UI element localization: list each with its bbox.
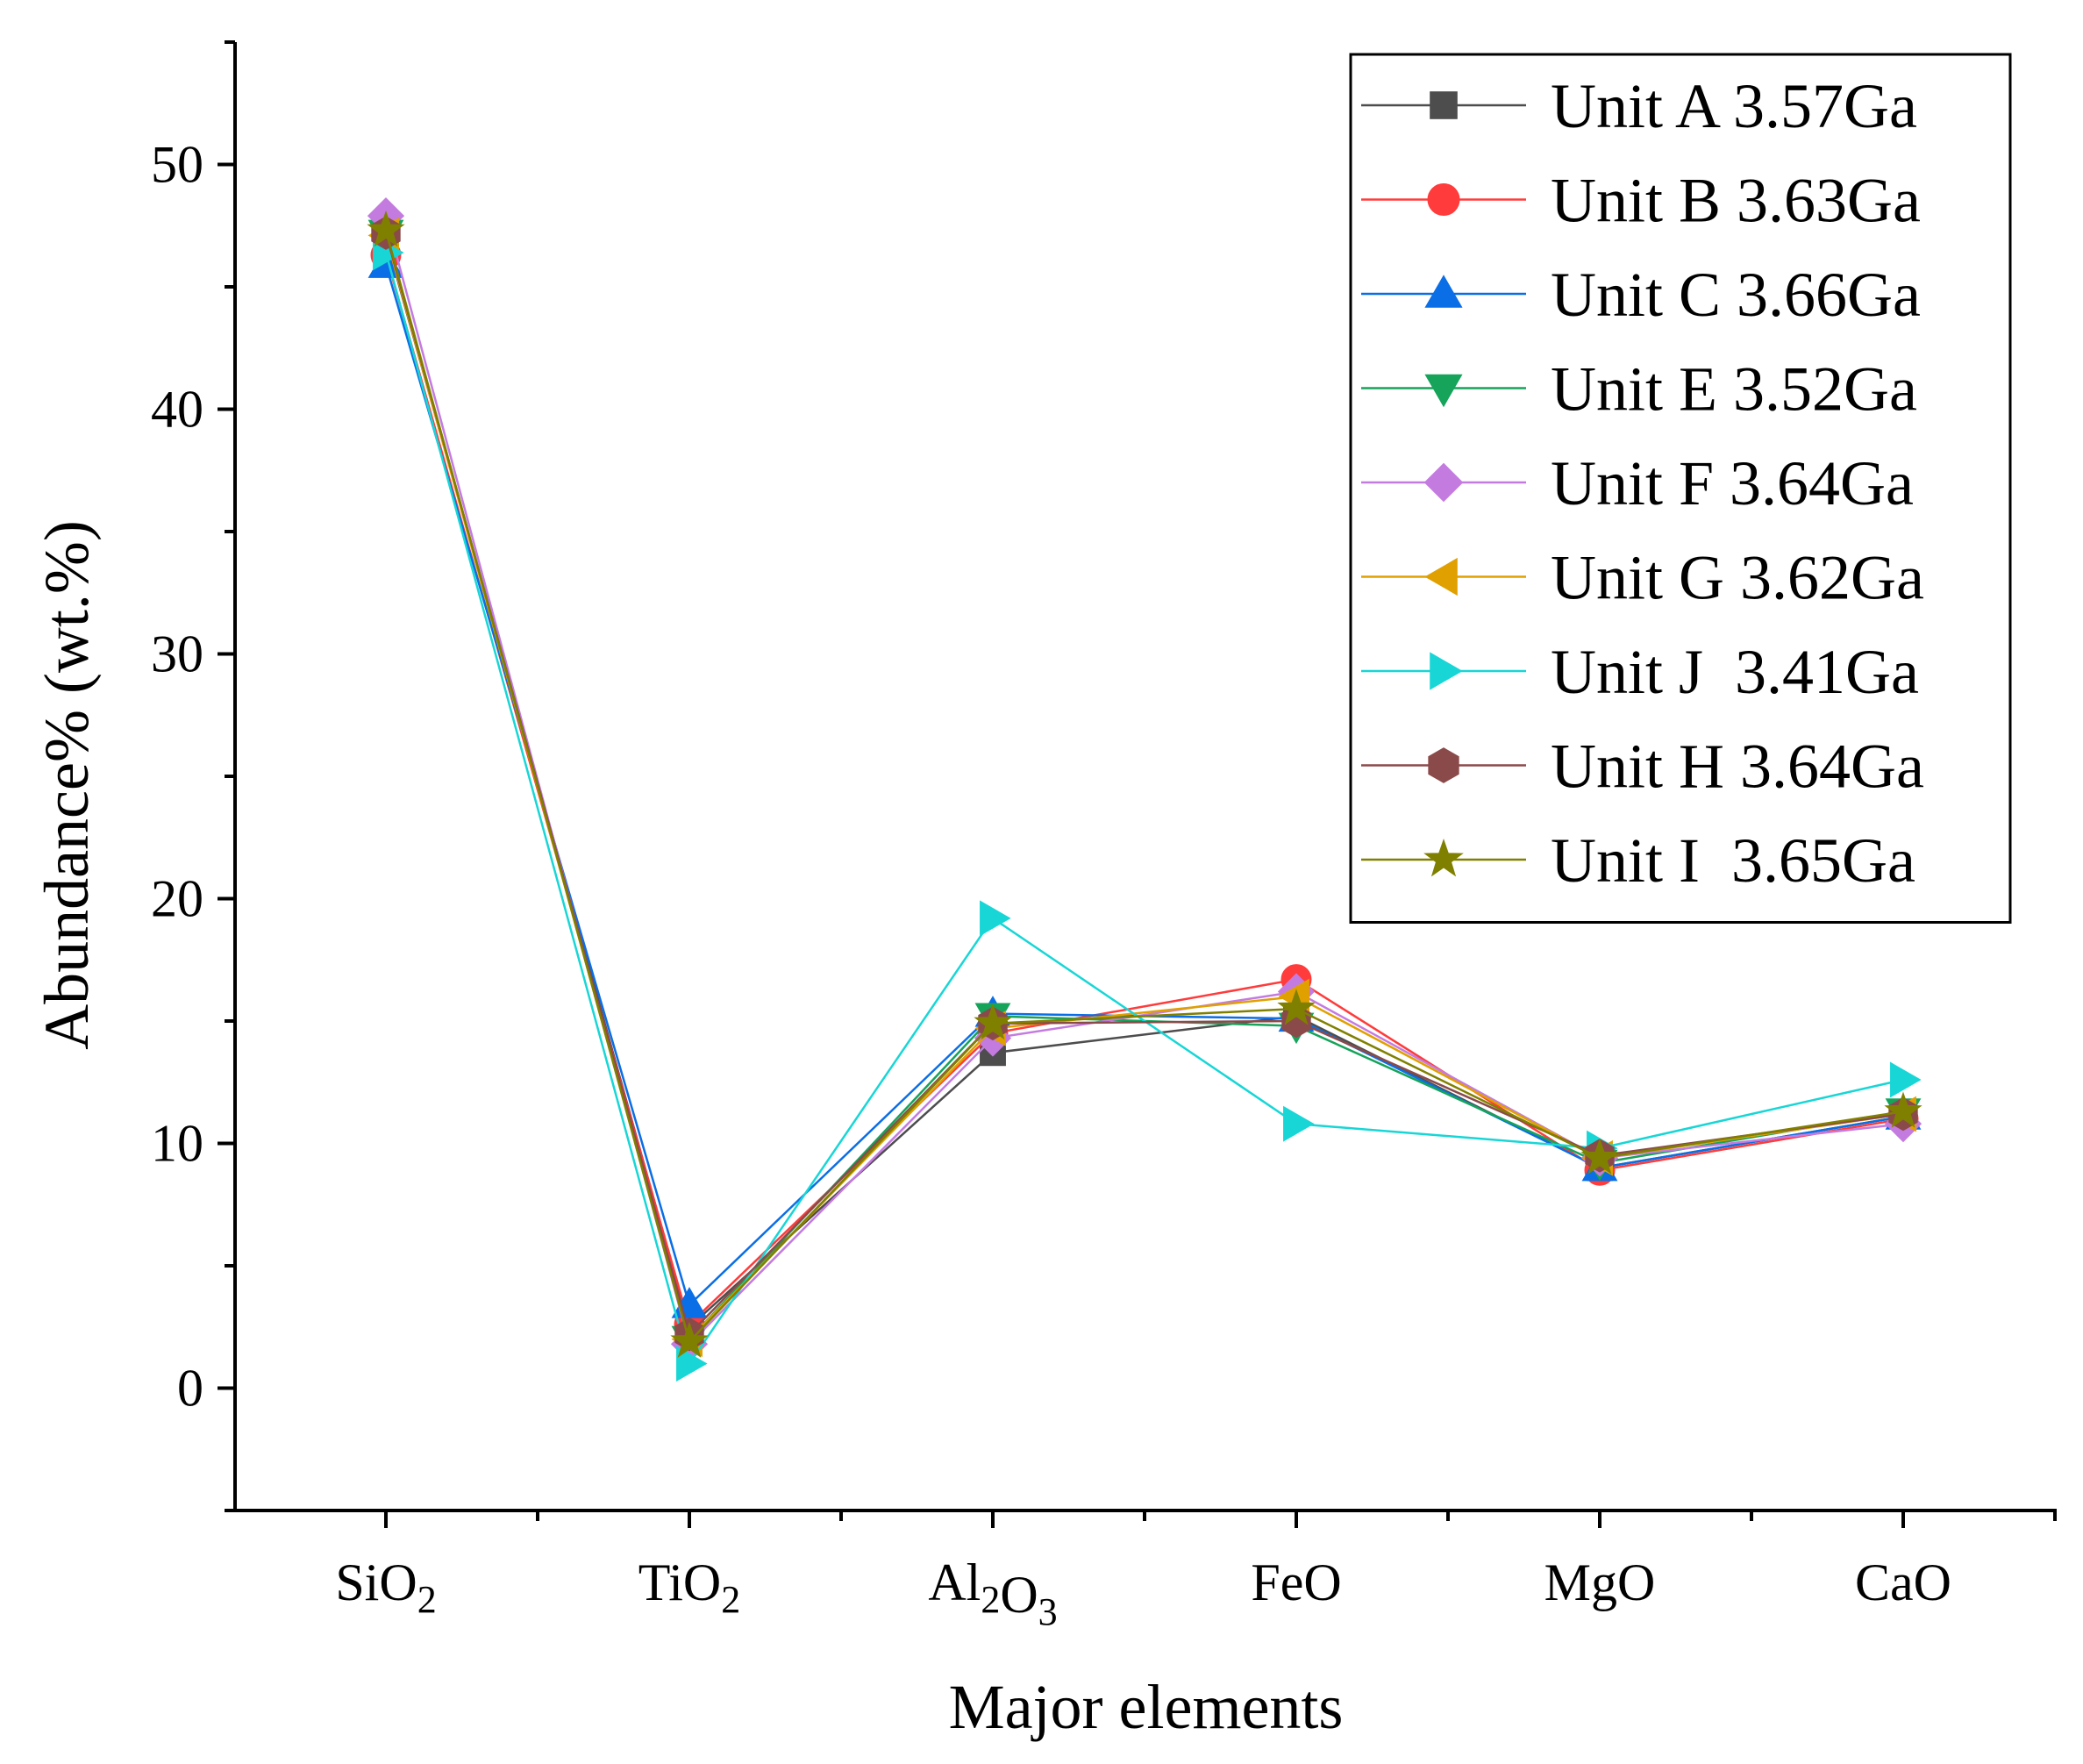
legend-label: Unit B 3.63Ga bbox=[1551, 166, 1921, 236]
series-line bbox=[384, 254, 1904, 1327]
legend-marker-diamond bbox=[1423, 462, 1464, 503]
legend-marker-triangle-left bbox=[1424, 557, 1458, 596]
legend-entry: Unit A 3.57Ga bbox=[1361, 71, 1917, 141]
legend-label: Unit C 3.66Ga bbox=[1551, 260, 1921, 330]
legend-entry: Unit B 3.63Ga bbox=[1361, 166, 1921, 236]
legend-label: Unit J 3.41Ga bbox=[1551, 637, 1919, 707]
series-line bbox=[384, 252, 1904, 1367]
y-tick-label: 10 bbox=[151, 1115, 203, 1173]
data-point-triangle-right bbox=[676, 1346, 708, 1382]
series-line bbox=[384, 230, 1904, 1344]
legend-marker-star bbox=[1423, 838, 1464, 877]
y-axis-title: Abundance% (wt.%) bbox=[32, 520, 102, 1050]
x-tick-label: MgO bbox=[1544, 1553, 1656, 1611]
x-tick-label: CaO bbox=[1855, 1553, 1951, 1611]
legend-marker-triangle-down bbox=[1424, 374, 1463, 408]
x-tick-label: FeO bbox=[1251, 1553, 1341, 1611]
x-tick-label: TiO2 bbox=[638, 1553, 741, 1621]
legend-marker-triangle-up bbox=[1424, 275, 1463, 308]
legend-label: Unit I 3.65Ga bbox=[1551, 825, 1915, 896]
legend-label: Unit A 3.57Ga bbox=[1551, 71, 1917, 141]
series-7 bbox=[373, 234, 1922, 1382]
data-point-star bbox=[1580, 1138, 1619, 1175]
data-point-star bbox=[1277, 989, 1316, 1025]
x-tick-label: Al2O3 bbox=[928, 1553, 1057, 1633]
x-tick-label: SiO2 bbox=[335, 1553, 436, 1621]
data-point-star bbox=[974, 1003, 1012, 1040]
legend-entry: Unit F 3.64Ga bbox=[1361, 448, 1914, 518]
y-tick-label: 30 bbox=[151, 625, 203, 683]
legend-marker-triangle-right bbox=[1430, 652, 1463, 690]
data-point-star bbox=[670, 1321, 709, 1358]
y-tick-label: 40 bbox=[151, 381, 203, 439]
legend-entry: Unit G 3.62Ga bbox=[1361, 543, 1924, 613]
legend-marker-hexagon bbox=[1428, 747, 1459, 783]
series-layer bbox=[367, 196, 1922, 1382]
legend: Unit A 3.57Ga Unit B 3.63Ga Unit C 3.66Ga U… bbox=[1349, 53, 2012, 924]
data-point-triangle-right bbox=[1890, 1061, 1922, 1098]
y-tick-label: 20 bbox=[151, 870, 203, 928]
data-point-triangle-right bbox=[1283, 1105, 1315, 1142]
series-9 bbox=[367, 211, 1922, 1358]
legend-entry: Unit I 3.65Ga bbox=[1361, 825, 1915, 896]
legend-marker-square bbox=[1430, 91, 1458, 119]
y-tick-label: 0 bbox=[177, 1360, 203, 1418]
legend-entry: Unit C 3.66Ga bbox=[1361, 260, 1921, 330]
series-line bbox=[384, 232, 1904, 1337]
legend-entry: Unit E 3.52Ga bbox=[1361, 354, 1917, 425]
data-point-triangle-right bbox=[980, 900, 1011, 937]
legend-label: Unit F 3.64Ga bbox=[1551, 448, 1914, 518]
data-point-star bbox=[1884, 1091, 1922, 1128]
legend-entry: Unit H 3.64Ga bbox=[1361, 732, 1924, 802]
y-tick-label: 50 bbox=[151, 136, 203, 194]
data-point-star bbox=[367, 211, 405, 247]
x-axis-title: Major elements bbox=[949, 1672, 1344, 1742]
legend-label: Unit H 3.64Ga bbox=[1551, 732, 1924, 802]
legend-label: Unit E 3.52Ga bbox=[1551, 354, 1917, 425]
axes-layer: 0 10 20 30 40 50 SiO2 TiO2 Al2O3 FeO MgO CaO bbox=[151, 40, 2057, 1633]
legend-entry: Unit J 3.41Ga bbox=[1361, 637, 1919, 707]
legend-marker-circle bbox=[1427, 183, 1460, 216]
legend-label: Unit G 3.62Ga bbox=[1551, 543, 1924, 613]
